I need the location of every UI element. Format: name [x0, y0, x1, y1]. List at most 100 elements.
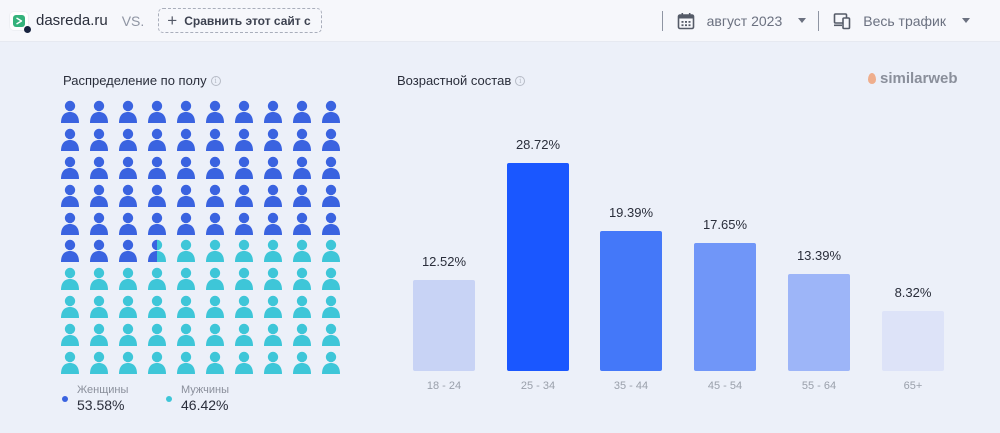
similarweb-flame-icon	[868, 73, 876, 84]
person-icon	[205, 295, 225, 319]
person-icon	[176, 100, 196, 124]
person-icon	[60, 239, 80, 263]
plus-icon: +	[167, 11, 178, 30]
top-bar: dasreda.ru VS. + Сравнить этот сайт с ав…	[0, 0, 1000, 42]
gender-pictogram	[60, 100, 350, 379]
compare-site-button[interactable]: + Сравнить этот сайт с	[158, 8, 322, 33]
person-icon	[292, 351, 312, 375]
person-icon	[234, 212, 254, 236]
person-icon	[292, 295, 312, 319]
person-icon	[321, 323, 341, 347]
person-icon	[234, 267, 254, 291]
similarweb-logo: similarweb	[868, 70, 958, 87]
person-icon	[321, 184, 341, 208]
devices-icon	[833, 12, 851, 29]
person-icon	[263, 351, 283, 375]
person-icon	[60, 212, 80, 236]
age-title-text: Возрастной состав	[397, 73, 512, 88]
info-icon[interactable]: i	[515, 75, 526, 86]
person-icon	[263, 100, 283, 124]
age-section-title: Возрастной состав i	[397, 73, 526, 88]
person-icon	[176, 212, 196, 236]
traffic-label: Весь трафик	[863, 12, 946, 29]
chevron-down-icon	[962, 18, 970, 23]
person-icon	[292, 239, 312, 263]
play-icon	[16, 16, 23, 25]
person-icon	[234, 351, 254, 375]
legend-value: 53.58%	[77, 397, 125, 413]
person-icon	[60, 351, 80, 375]
person-icon	[118, 100, 138, 124]
brand-text: similarweb	[880, 70, 958, 87]
person-icon	[176, 351, 196, 375]
person-icon	[205, 267, 225, 291]
person-icon	[176, 267, 196, 291]
person-icon	[118, 128, 138, 152]
person-icon	[234, 128, 254, 152]
person-icon	[205, 351, 225, 375]
chevron-down-icon	[798, 18, 807, 23]
person-icon	[321, 100, 341, 124]
bar-value-label: 8.32%	[894, 285, 932, 300]
person-icon	[147, 295, 167, 319]
person-icon	[60, 267, 80, 291]
compare-label: Сравнить этот сайт с	[184, 13, 311, 28]
divider	[661, 10, 663, 31]
person-icon	[89, 128, 109, 152]
bar[interactable]	[507, 163, 569, 371]
person-icon	[234, 156, 254, 180]
calendar-icon	[677, 12, 694, 29]
person-icon	[89, 239, 109, 263]
person-icon	[118, 351, 138, 375]
person-icon	[292, 128, 312, 152]
person-icon	[292, 184, 312, 208]
person-icon	[292, 212, 312, 236]
person-icon	[234, 295, 254, 319]
bar[interactable]	[882, 311, 944, 371]
person-icon	[263, 184, 283, 208]
person-icon	[89, 156, 109, 180]
traffic-selector[interactable]: Весь трафик	[819, 0, 1000, 42]
person-icon	[176, 184, 196, 208]
person-icon	[321, 295, 341, 319]
person-icon	[321, 351, 341, 375]
bar-category-label: 55 - 64	[801, 380, 837, 392]
bar-category-label: 45 - 54	[707, 380, 743, 392]
bar[interactable]	[694, 243, 756, 371]
person-icon	[89, 351, 109, 375]
person-icon	[205, 323, 225, 347]
person-icon	[205, 128, 225, 152]
person-icon	[89, 323, 109, 347]
person-icon	[292, 156, 312, 180]
info-icon[interactable]: i	[210, 75, 221, 86]
person-icon	[292, 100, 312, 124]
person-icon	[321, 239, 341, 263]
person-icon	[321, 128, 341, 152]
person-icon	[89, 184, 109, 208]
person-icon	[205, 239, 225, 263]
site-name: dasreda.ru	[36, 12, 108, 29]
bar-value-label: 19.39%	[608, 205, 654, 220]
person-icon	[89, 295, 109, 319]
person-icon	[118, 212, 138, 236]
bar-category-label: 25 - 34	[520, 380, 556, 392]
site-selector[interactable]: dasreda.ru	[10, 11, 108, 33]
person-icon	[147, 128, 167, 152]
date-picker[interactable]: август 2023	[663, 0, 819, 42]
person-icon	[89, 100, 109, 124]
person-icon	[118, 184, 138, 208]
date-label: август 2023	[706, 12, 783, 29]
person-icon	[60, 128, 80, 152]
person-icon	[205, 212, 225, 236]
bar[interactable]	[600, 231, 662, 371]
person-icon	[292, 267, 312, 291]
person-icon	[234, 184, 254, 208]
bar[interactable]	[788, 274, 850, 371]
status-dot	[24, 25, 31, 33]
person-icon	[147, 239, 167, 263]
person-icon	[147, 100, 167, 124]
person-icon	[263, 128, 283, 152]
person-icon	[118, 295, 138, 319]
bar[interactable]	[413, 280, 475, 371]
legend-female: Женщины 53.58%	[62, 384, 128, 413]
